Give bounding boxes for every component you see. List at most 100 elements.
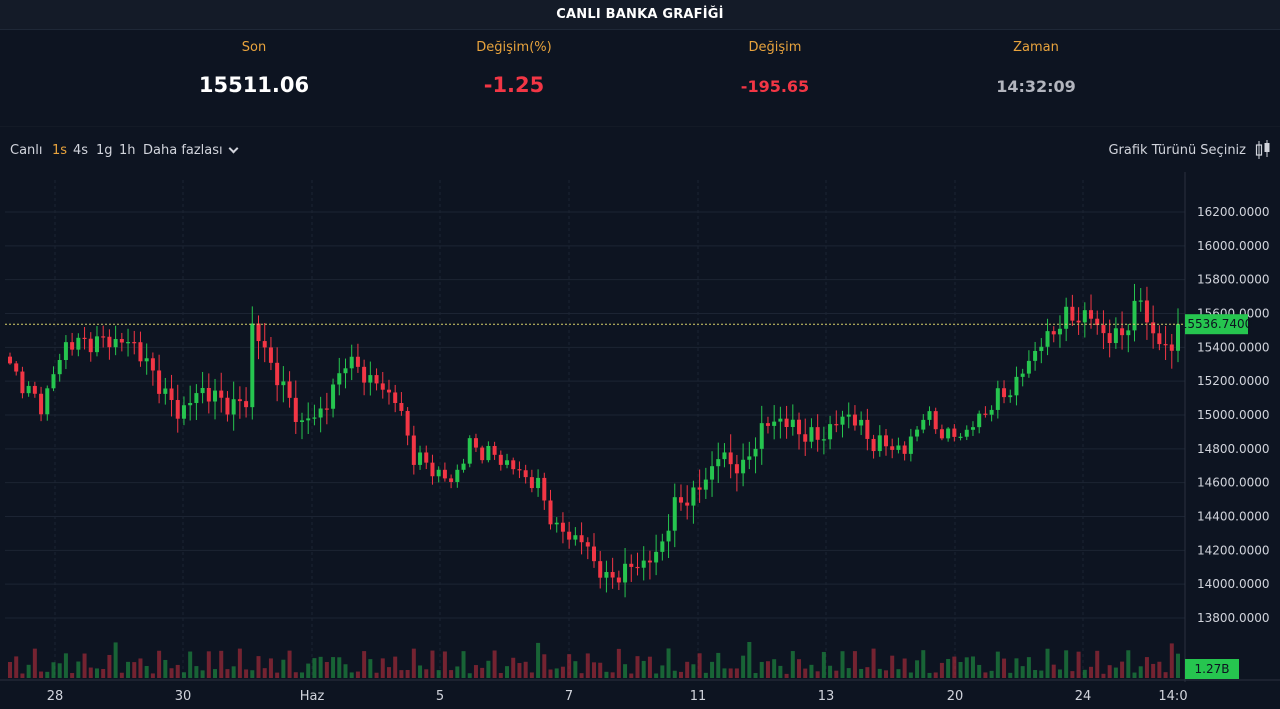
candle-body — [225, 397, 230, 415]
volume-bar — [1026, 657, 1031, 678]
price-chart[interactable]: 16200.000016000.000015800.000015600.0000… — [0, 172, 1280, 709]
time-tick-label: 28 — [47, 689, 64, 704]
candle-body — [505, 460, 510, 465]
volume-bar — [188, 651, 193, 678]
candle-body — [45, 388, 50, 415]
time-tick-label: 5 — [436, 689, 444, 704]
volume-bars — [8, 641, 1180, 678]
candlestick-icon[interactable] — [1254, 139, 1272, 161]
candle-body — [200, 388, 205, 394]
volume-bar — [206, 651, 211, 678]
candle-body — [430, 462, 435, 477]
stat-time: Zaman 14:32:09 — [906, 30, 1166, 96]
volume-bar — [828, 665, 833, 678]
volume-bar — [1126, 650, 1131, 678]
time-tick-label: 11 — [690, 689, 707, 704]
candle-body — [753, 448, 758, 457]
volume-bar — [262, 668, 267, 678]
timeframe-1s-button[interactable]: 1s — [52, 143, 68, 158]
volume-bar — [641, 660, 646, 678]
volume-bar — [157, 650, 162, 678]
page-title: CANLI BANKA GRAFİĞİ — [556, 7, 724, 22]
candle-body — [1157, 333, 1162, 345]
candle-body — [449, 478, 454, 482]
candle-body — [362, 366, 367, 383]
volume-bar — [150, 673, 155, 678]
volume-tag — [1185, 659, 1239, 679]
header-bar: CANLI BANKA GRAFİĞİ — [0, 0, 1280, 30]
volume-bar — [573, 661, 578, 678]
price-tick-label: 14400.0000 — [1197, 510, 1270, 524]
timeframe-1g-button[interactable]: 1g — [96, 143, 113, 158]
candle-body — [349, 356, 354, 369]
candle-body — [666, 530, 671, 542]
candle-body — [1089, 310, 1094, 319]
candle-body — [939, 429, 944, 439]
candle-body — [834, 424, 839, 426]
candle-body — [1051, 331, 1056, 335]
volume-bar — [486, 660, 491, 678]
candle-body — [523, 470, 528, 478]
candles — [8, 283, 1180, 598]
candle-body — [660, 541, 665, 552]
timeframe-1h-button[interactable]: 1h — [119, 143, 136, 158]
candle-body — [467, 438, 472, 464]
volume-bar — [225, 669, 230, 678]
volume-bar — [728, 668, 733, 678]
candle-body — [119, 339, 124, 343]
candle-body — [741, 459, 746, 474]
timeframe-live-button[interactable]: Canlı — [10, 143, 43, 158]
volume-bar — [1089, 666, 1094, 678]
candle-body — [1002, 388, 1007, 398]
volume-bar — [697, 653, 702, 678]
volume-bar — [1101, 673, 1106, 678]
timeframe-4s-button[interactable]: 4s — [73, 143, 89, 158]
candle-body — [237, 399, 242, 402]
stat-time-label: Zaman — [1013, 40, 1059, 55]
chart-type-selector[interactable]: Grafik Türünü Seçiniz — [1108, 143, 1246, 158]
volume-bar — [331, 657, 336, 678]
volume-bar — [473, 665, 478, 678]
volume-bar — [1076, 651, 1081, 678]
candle-body — [275, 362, 280, 386]
volume-bar — [678, 671, 683, 678]
volume-bar — [219, 650, 224, 678]
candle-body — [672, 497, 677, 531]
volume-bar — [517, 663, 522, 678]
volume-bar — [20, 673, 25, 678]
volume-bar — [374, 672, 379, 678]
candle-body — [107, 336, 112, 348]
stat-last: Son 15511.06 — [124, 30, 384, 97]
volume-bar — [1008, 672, 1013, 678]
volume-bar — [324, 661, 329, 678]
volume-bar — [592, 662, 596, 678]
candle-body — [219, 390, 224, 398]
candle-body — [256, 323, 261, 342]
candle-body — [915, 429, 920, 437]
candle-body — [1113, 328, 1118, 344]
current-price-tag-label: 15536.7400 — [1180, 317, 1253, 331]
volume-bar — [70, 673, 75, 678]
candle-body — [610, 572, 615, 578]
volume-bar — [884, 670, 888, 678]
volume-bar — [32, 648, 37, 678]
candle-body — [355, 356, 360, 367]
volume-bar — [946, 658, 951, 678]
candle-body — [616, 577, 621, 583]
volume-bar — [418, 665, 423, 678]
volume-bar — [300, 672, 304, 678]
candle-body — [436, 469, 441, 477]
candle-body — [946, 428, 951, 439]
volume-bar — [933, 672, 938, 678]
candle-body — [306, 418, 311, 421]
more-timeframes-dropdown[interactable]: Daha fazlası — [143, 143, 239, 158]
time-tick-label: 24 — [1075, 689, 1092, 704]
candle-body — [697, 487, 702, 490]
candle-body — [20, 371, 25, 394]
volume-bar — [548, 669, 553, 678]
candle-body — [623, 563, 628, 583]
candle-body — [88, 338, 93, 353]
volume-bar — [88, 667, 93, 678]
volume-bar — [616, 648, 621, 678]
volume-bar — [970, 656, 975, 678]
